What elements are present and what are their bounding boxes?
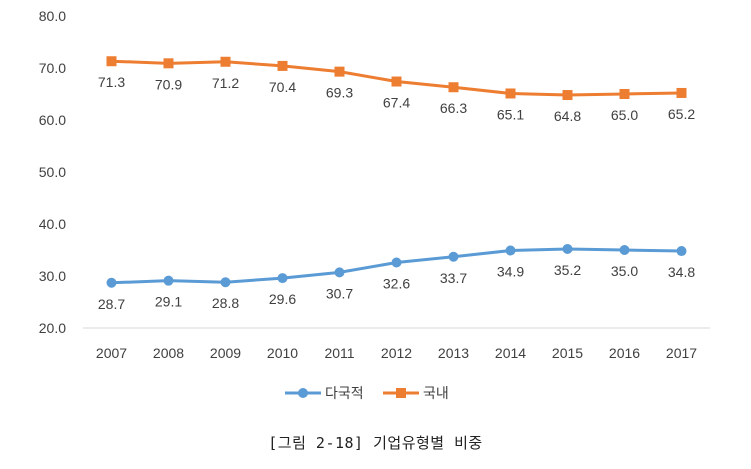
x-tick-label-2015: 2015 xyxy=(552,345,583,361)
data-point-1-2011 xyxy=(334,66,345,77)
x-tick-label-2017: 2017 xyxy=(666,345,697,361)
data-point-1-2015 xyxy=(562,90,573,101)
figure-caption: [그림 2-18] 기업유형별 비중 xyxy=(268,434,483,452)
data-label-0-2016: 35.0 xyxy=(611,263,638,279)
data-point-0-2009 xyxy=(220,277,231,288)
data-label-1-2015: 64.8 xyxy=(554,108,581,124)
data-point-1-2009 xyxy=(220,56,231,67)
data-point-0-2016 xyxy=(619,245,630,255)
legend-marker-0 xyxy=(298,388,308,398)
legend-label-0: 다국적 xyxy=(325,386,364,402)
data-point-1-2010 xyxy=(277,60,288,71)
data-label-1-2017: 65.2 xyxy=(668,106,695,122)
data-label-1-2007: 71.3 xyxy=(98,74,125,90)
x-tick-label-2007: 2007 xyxy=(96,345,127,361)
legend-item-1: 국내 xyxy=(383,386,449,402)
data-point-0-2015 xyxy=(562,243,573,254)
data-point-0-2012 xyxy=(391,257,402,268)
data-label-1-2014: 65.1 xyxy=(497,106,524,122)
y-tick-label-3: 50.0 xyxy=(39,164,66,180)
data-label-1-2012: 67.4 xyxy=(383,95,410,111)
data-point-1-2007 xyxy=(106,56,117,67)
y-tick-label-4: 60.0 xyxy=(39,112,66,128)
series-1: 71.3 70.9 71.2 70.4 69.3 67.4 66.3 65.1 64.8 65.0… xyxy=(98,56,695,124)
data-point-1-2016 xyxy=(619,89,630,99)
data-point-1-2008 xyxy=(163,58,174,69)
data-label-0-2008: 29.1 xyxy=(155,294,182,310)
data-label-0-2010: 29.6 xyxy=(269,291,296,307)
legend-marker-1 xyxy=(396,388,406,398)
x-tick-label-2008: 2008 xyxy=(153,345,184,361)
data-point-0-2010 xyxy=(277,273,288,284)
data-point-1-2017 xyxy=(676,87,687,98)
data-point-0-2008 xyxy=(163,275,174,286)
y-tick-label-0: 20.0 xyxy=(39,320,66,336)
data-point-1-2013 xyxy=(448,82,459,93)
data-label-0-2017: 34.8 xyxy=(668,264,695,280)
x-axis-tick-labels: 2007 2008 2009 2010 2011 2012 2013 2014 2015 2016… xyxy=(96,345,697,361)
data-label-1-2009: 71.2 xyxy=(212,75,239,91)
x-tick-label-2012: 2012 xyxy=(381,345,412,361)
data-point-1-2012 xyxy=(391,76,402,87)
x-tick-label-2016: 2016 xyxy=(609,345,640,361)
data-label-0-2012: 32.6 xyxy=(383,275,410,291)
data-label-0-2009: 28.8 xyxy=(212,295,239,311)
data-point-1-2014 xyxy=(505,88,516,99)
data-label-0-2013: 33.7 xyxy=(440,270,467,286)
y-tick-label-2: 40.0 xyxy=(39,216,66,232)
data-label-1-2008: 70.9 xyxy=(155,76,182,92)
legend: 다국적 국내 xyxy=(285,386,449,402)
data-point-0-2013 xyxy=(448,251,459,262)
data-point-0-2017 xyxy=(676,246,687,257)
line-chart: 20.030.040.050.060.070.080.0 2007 2008 200… xyxy=(39,8,710,402)
data-point-0-2007 xyxy=(106,277,117,288)
data-label-1-2016: 65.0 xyxy=(611,107,638,123)
y-tick-label-5: 70.0 xyxy=(39,60,66,76)
data-label-0-2014: 34.9 xyxy=(497,264,524,280)
x-tick-label-2014: 2014 xyxy=(495,345,526,361)
series-layer: 28.7 29.1 28.8 29.6 30.7 32.6 33.7 34.9 35.2 35.0… xyxy=(98,56,695,312)
data-label-1-2013: 66.3 xyxy=(440,100,467,116)
y-axis-tick-labels: 20.0 30.0 40.0 50.0 60.0 70.0 80.0 xyxy=(39,8,66,336)
data-label-0-2011: 30.7 xyxy=(326,285,353,301)
x-tick-label-2011: 2011 xyxy=(324,345,354,361)
data-label-1-2011: 69.3 xyxy=(326,85,353,101)
series-0: 28.7 29.1 28.8 29.6 30.7 32.6 33.7 34.9 35.2 35.0… xyxy=(98,243,695,312)
x-tick-label-2013: 2013 xyxy=(438,345,469,361)
data-label-1-2010: 70.4 xyxy=(269,79,296,95)
data-label-0-2015: 35.2 xyxy=(554,262,581,278)
legend-label-1: 국내 xyxy=(423,386,449,402)
data-label-0-2007: 28.7 xyxy=(98,296,125,312)
data-point-0-2011 xyxy=(334,267,345,278)
y-tick-label-1: 30.0 xyxy=(39,268,66,284)
legend-item-0: 다국적 xyxy=(285,386,364,402)
y-tick-label-6: 80.0 xyxy=(39,8,66,24)
x-tick-label-2009: 2009 xyxy=(210,345,241,361)
data-point-0-2014 xyxy=(505,245,516,256)
x-tick-label-2010: 2010 xyxy=(267,345,298,361)
